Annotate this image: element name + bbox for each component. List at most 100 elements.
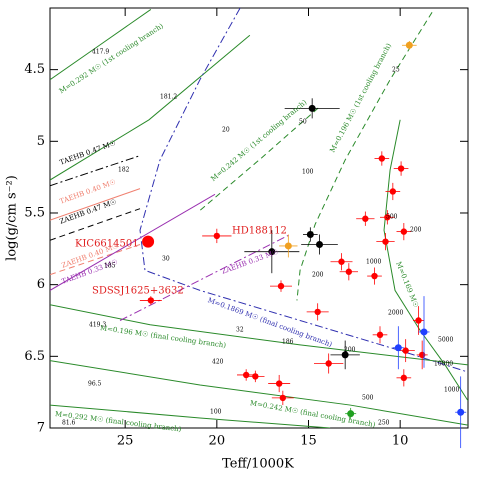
track-line — [50, 34, 251, 181]
track-line — [50, 404, 331, 428]
annotation: TAEHB 0.47 M☉ — [59, 139, 117, 167]
age-label: 185 — [104, 263, 116, 270]
data-point — [397, 165, 405, 172]
age-label: 181.2 — [160, 94, 177, 101]
annotation: M=0.242 M☉ (1st cooling branch) — [209, 98, 308, 183]
x-tick-label: 10 — [392, 434, 409, 449]
data-point — [341, 351, 349, 359]
age-label: 2000 — [388, 310, 403, 317]
y-tick-label: 7 — [37, 421, 45, 436]
data-point — [418, 351, 426, 359]
age-label: 100 — [210, 409, 222, 416]
data-point — [142, 235, 155, 248]
data-point — [306, 230, 314, 238]
y-tick-label: 5 — [37, 134, 45, 149]
data-point — [389, 188, 397, 195]
age-label: 200 — [312, 272, 324, 279]
age-label: 1000 — [366, 259, 381, 266]
track-line — [383, 119, 468, 402]
track-line — [200, 106, 320, 211]
data-point — [347, 410, 355, 418]
data-point — [277, 282, 285, 290]
data-point — [325, 360, 332, 367]
data-point — [400, 374, 408, 382]
plot-frame — [49, 7, 469, 429]
data-point — [457, 408, 465, 416]
age-label: 419.3 — [89, 322, 106, 329]
track-line — [119, 234, 291, 321]
age-label: 186 — [282, 339, 294, 346]
data-point — [345, 268, 353, 275]
age-label: 100 — [302, 169, 314, 176]
track-line — [50, 208, 141, 241]
annotation: M=0.169 M☉ — [394, 261, 420, 309]
y-axis-label: log(g/cm s⁻²) — [5, 175, 20, 261]
y-tick-label: 4.5 — [24, 62, 45, 77]
age-label: 250 — [378, 420, 390, 427]
age-label: 96.5 — [88, 381, 102, 388]
age-label: 20 — [222, 127, 230, 134]
age-label: 25 — [392, 67, 400, 74]
age-label: 420 — [212, 359, 224, 366]
age-label: 417.9 — [92, 49, 109, 56]
data-point — [378, 155, 386, 162]
data-point — [405, 41, 413, 49]
annotation: M=0.292 M☉ (1st cooling branch) — [58, 22, 165, 96]
age-label: 30 — [162, 256, 170, 263]
data-point — [362, 215, 369, 222]
age-label: 500 — [362, 395, 374, 402]
data-point — [279, 394, 287, 402]
data-point — [371, 272, 378, 280]
x-tick-label: 15 — [300, 434, 317, 449]
annotation: M=0.196 M☉ (1st cooling branch) — [328, 42, 393, 154]
track-line — [139, 8, 468, 373]
data-point — [284, 242, 292, 250]
data-point — [394, 344, 402, 352]
y-tick-label: 5.5 — [24, 205, 45, 220]
data-point — [384, 214, 391, 221]
y-tick-label: 6.5 — [24, 349, 45, 364]
data-point — [382, 238, 389, 245]
data-point — [213, 232, 221, 240]
data-point — [242, 371, 250, 379]
data-point — [420, 328, 428, 336]
age-label: 32 — [236, 327, 244, 334]
track-line — [296, 12, 433, 301]
annotation: HD188112 — [232, 226, 287, 237]
track-line — [50, 188, 141, 221]
data-point — [308, 104, 316, 112]
age-label: 50 — [299, 119, 307, 126]
data-point — [316, 241, 323, 249]
age-label: 500 — [386, 214, 398, 221]
x-tick-label: 25 — [117, 434, 134, 449]
data-point — [338, 258, 345, 265]
age-label: 10000 — [434, 361, 453, 368]
x-tick-label: 20 — [209, 434, 226, 449]
data-point — [376, 331, 384, 339]
age-label: 200 — [344, 347, 356, 354]
data-point — [147, 297, 155, 304]
age-label: 1000 — [444, 387, 459, 394]
data-point — [402, 347, 409, 354]
age-label: 182 — [118, 167, 130, 174]
track-line — [50, 9, 152, 81]
track-line — [50, 360, 468, 426]
annotation: M=0.196 M☉ (final cooling branch) — [99, 324, 226, 350]
data-point — [314, 308, 321, 316]
data-point — [400, 228, 408, 235]
age-label: 200 — [410, 227, 422, 234]
data-point — [415, 317, 422, 324]
annotation: SDSSJ1625+3632 — [92, 286, 184, 297]
x-axis-label: Teff/1000K — [222, 457, 294, 472]
data-point — [252, 373, 259, 380]
data-point — [268, 248, 276, 256]
age-label: 81.6 — [62, 420, 76, 427]
track-line — [50, 304, 468, 366]
annotation: M=0.242 M☉ (final cooling branch) — [249, 399, 376, 429]
data-point — [275, 380, 283, 387]
age-label: 5000 — [438, 337, 453, 344]
track-line — [50, 244, 141, 276]
annotation: KIC6614501 — [75, 239, 139, 250]
y-tick-label: 6 — [37, 277, 45, 292]
